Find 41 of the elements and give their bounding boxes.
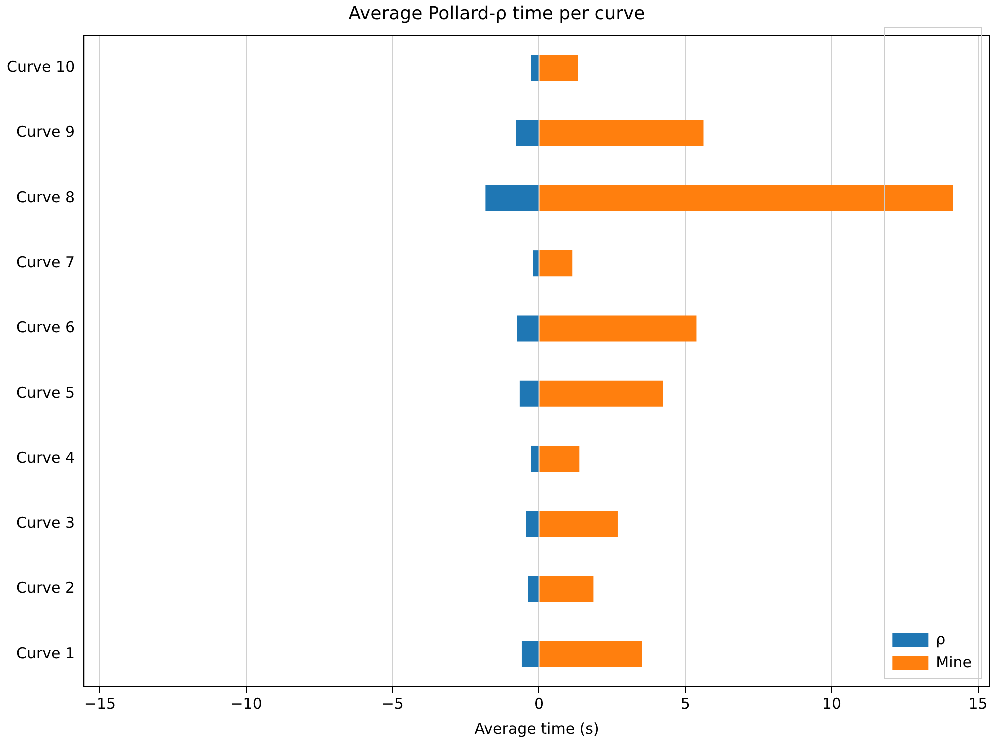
- x-tick-label: −5: [382, 694, 404, 713]
- x-tick-label: 0: [534, 694, 544, 713]
- y-tick-label: Curve 8: [16, 188, 76, 206]
- bar: [540, 185, 954, 212]
- bar: [520, 380, 539, 407]
- y-tick-label: Curve 6: [16, 318, 76, 337]
- x-tick-label: 5: [680, 694, 690, 713]
- y-tick-label: Curve 2: [16, 579, 76, 598]
- bar: [531, 446, 539, 472]
- bar: [540, 55, 578, 82]
- y-tick-label: Curve 4: [16, 448, 76, 467]
- x-tick-label: 10: [822, 694, 842, 713]
- bar: [526, 511, 539, 538]
- bar: [531, 55, 539, 82]
- bar: [522, 641, 539, 668]
- x-tick-label: −10: [230, 694, 262, 713]
- y-tick-label: Curve 7: [16, 253, 76, 272]
- bar: [533, 250, 539, 277]
- y-tick-label: Curve 9: [16, 123, 76, 142]
- x-tick-label: 15: [968, 694, 988, 713]
- bar: [540, 250, 573, 277]
- bar: [486, 185, 539, 212]
- bar: [540, 316, 697, 342]
- bar: [540, 641, 642, 668]
- y-tick-label: Curve 10: [7, 58, 76, 76]
- bar: [540, 511, 618, 538]
- legend-label: Mine: [936, 653, 972, 672]
- y-tick-label: Curve 5: [16, 384, 76, 402]
- bar: [540, 120, 704, 146]
- bar: [517, 316, 539, 342]
- bar: [540, 446, 580, 472]
- bar: [516, 120, 539, 146]
- bar: [528, 576, 539, 602]
- y-tick-label: Curve 1: [16, 644, 76, 662]
- y-tick-label: Curve 3: [16, 514, 76, 532]
- bar: [540, 576, 594, 602]
- chart-title: Average Pollard-ρ time per curve: [348, 3, 646, 24]
- x-axis-title: Average time (s): [474, 720, 600, 738]
- bar: [540, 380, 664, 407]
- legend-label: ρ: [936, 630, 946, 648]
- x-tick-label: −15: [84, 694, 116, 713]
